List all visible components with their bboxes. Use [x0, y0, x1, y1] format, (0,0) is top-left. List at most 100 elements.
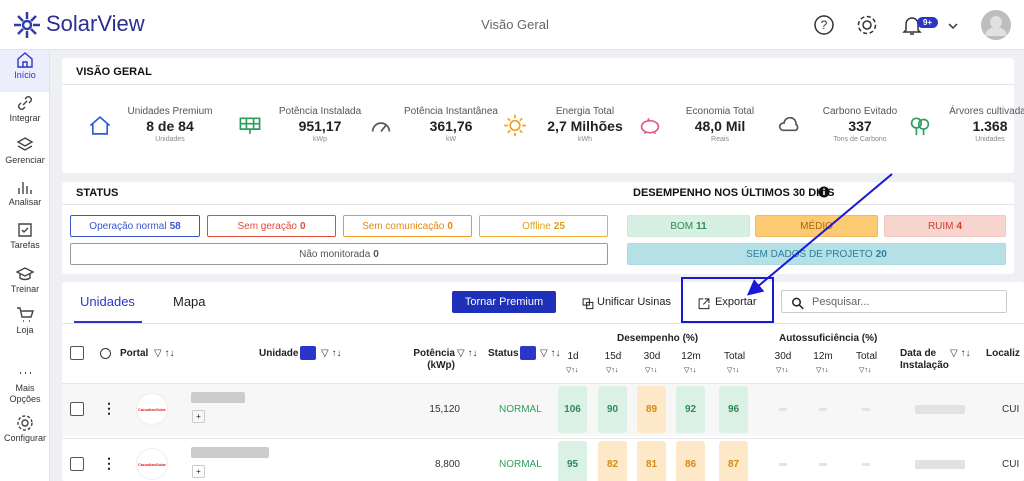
- page-title: Visão Geral: [481, 17, 549, 32]
- sidebar-item[interactable]: Configurar: [3, 433, 47, 443]
- info-icon[interactable]: [818, 186, 830, 198]
- chip-count: 4: [956, 220, 963, 232]
- search-box[interactable]: Pesquisar...: [781, 290, 1007, 313]
- column-header: Portal: [120, 348, 149, 359]
- status-chip[interactable]: Sem geração 0: [207, 215, 336, 237]
- column-header: 1d: [567, 351, 579, 362]
- tab[interactable]: Mapa: [173, 294, 206, 309]
- expand-button[interactable]: +: [192, 410, 205, 423]
- column-header: 15d: [604, 351, 622, 362]
- performance-cell: 92: [676, 386, 705, 433]
- kpi-unit: Tons de Carbono: [833, 136, 887, 143]
- chip-label: Offline: [522, 220, 551, 232]
- help-button[interactable]: ?: [812, 13, 836, 37]
- kpi-icon: [908, 114, 932, 144]
- status-chip[interactable]: BOM 11: [627, 215, 750, 237]
- sidebar-item[interactable]: Integrar: [9, 113, 41, 123]
- row-checkbox[interactable]: [70, 457, 84, 471]
- app-name: SolarView: [46, 11, 145, 36]
- kpi-value: 48,0 Mil: [694, 118, 746, 134]
- status-value: NORMAL: [499, 404, 542, 415]
- performance-cell: 106: [558, 386, 587, 433]
- sidebar-item[interactable]: Mais Opções: [9, 383, 41, 404]
- kpi-label: Potência Instalada: [278, 106, 362, 117]
- column-header: Desempenho (%): [617, 333, 699, 344]
- performance-cell: 81: [637, 441, 666, 481]
- sort-icon[interactable]: ▽↑↓: [684, 367, 697, 374]
- section-title: STATUS: [76, 187, 119, 199]
- kpi-value: 361,76: [429, 118, 473, 134]
- settings-button[interactable]: [855, 13, 879, 37]
- kpi-icon: [88, 114, 112, 144]
- row-menu[interactable]: ⋮: [102, 400, 116, 416]
- blurred-date: [915, 460, 965, 469]
- sort-icon[interactable]: ▽↑↓: [816, 367, 829, 374]
- row-menu[interactable]: ⋮: [102, 455, 116, 471]
- sort-icon[interactable]: ▽↑↓: [566, 367, 579, 374]
- caret[interactable]: [948, 22, 958, 30]
- select-all[interactable]: [70, 346, 84, 360]
- chip-count: 0: [373, 248, 379, 260]
- sort-icon[interactable]: ▽ ↑↓: [950, 348, 971, 359]
- status-chip[interactable]: Operação normal 58: [70, 215, 200, 237]
- row-checkbox[interactable]: [70, 402, 84, 416]
- sort-icon[interactable]: ▽ ↑↓: [457, 348, 478, 359]
- sort-icon[interactable]: ▽ ↑↓: [540, 348, 561, 359]
- chip-label: BOM: [670, 220, 694, 232]
- button[interactable]: Unificar Usinas: [597, 296, 671, 308]
- sort-icon[interactable]: ▽↑↓: [776, 367, 789, 374]
- performance-cell: 95: [558, 441, 587, 481]
- column-header: Total: [724, 351, 746, 362]
- button[interactable]: Exportar: [715, 296, 757, 308]
- kpi-value: 951,17: [298, 118, 342, 134]
- kpi: Árvores cultivadas 1.368 Unidades: [935, 106, 1024, 143]
- sort-icon[interactable]: ▽ ↑↓: [154, 348, 175, 359]
- section-title: DESEMPENHO NOS ÚLTIMOS 30 DIAS: [633, 187, 835, 199]
- sidebar-item[interactable]: Analisar: [8, 197, 42, 207]
- kpi-unit: Reais: [711, 136, 729, 143]
- kpi: Economia Total 48,0 Mil Reais: [665, 106, 775, 143]
- sidebar-icon: [15, 264, 35, 289]
- kpi-icon: [238, 114, 262, 144]
- filter-active[interactable]: [520, 346, 536, 360]
- status-chip[interactable]: Não monitorada 0: [70, 243, 608, 265]
- portal-logo: CanadianSolar: [136, 393, 168, 425]
- filter-active[interactable]: [300, 346, 316, 360]
- kpi-icon: [778, 114, 802, 144]
- kpi: Potência Instantânea 361,76 kW: [396, 106, 506, 143]
- performance-cell: 86: [676, 441, 705, 481]
- sidebar-item[interactable]: Início: [14, 70, 36, 80]
- chip-count: 25: [553, 220, 565, 232]
- kpi-value: 1.368: [972, 118, 1008, 134]
- sort-icon[interactable]: ▽ ↑↓: [321, 348, 342, 359]
- sort-icon[interactable]: ▽↑↓: [859, 367, 872, 374]
- status-chip[interactable]: SEM DADOS DE PROJETO 20: [627, 243, 1006, 265]
- sidebar-item[interactable]: Loja: [16, 325, 34, 335]
- column-header: Unidade: [259, 348, 299, 359]
- chip-count: 58: [169, 220, 181, 232]
- notifications-button[interactable]: [900, 13, 924, 37]
- sort-icon[interactable]: ▽↑↓: [645, 367, 658, 374]
- expand-button[interactable]: +: [192, 465, 205, 478]
- avatar[interactable]: [980, 9, 1012, 41]
- status-chip[interactable]: Offline 25: [479, 215, 608, 237]
- sidebar-item[interactable]: Gerenciar: [5, 155, 45, 165]
- status-chip[interactable]: MÉDIO: [755, 215, 878, 237]
- add-icon[interactable]: [100, 348, 111, 359]
- sidebar-item[interactable]: Tarefas: [10, 240, 40, 250]
- sort-icon[interactable]: ▽↑↓: [727, 367, 740, 374]
- button[interactable]: Tornar Premium: [452, 291, 556, 313]
- chip-label: Sem geração: [237, 220, 297, 232]
- performance-cell: 96: [719, 386, 748, 433]
- status-chip[interactable]: RUIM 4: [884, 215, 1006, 237]
- sidebar-item[interactable]: Treinar: [10, 284, 40, 294]
- sort-icon[interactable]: ▽↑↓: [606, 367, 619, 374]
- kpi-label: Potência Instantânea: [404, 106, 498, 117]
- kpi-unit: kW: [445, 136, 457, 143]
- status-chip[interactable]: Sem comunicação 0: [343, 215, 472, 237]
- chip-label: RUIM: [927, 220, 954, 232]
- active-bg: [0, 50, 49, 92]
- tab[interactable]: Unidades: [80, 294, 135, 309]
- blurred-name: [191, 447, 269, 458]
